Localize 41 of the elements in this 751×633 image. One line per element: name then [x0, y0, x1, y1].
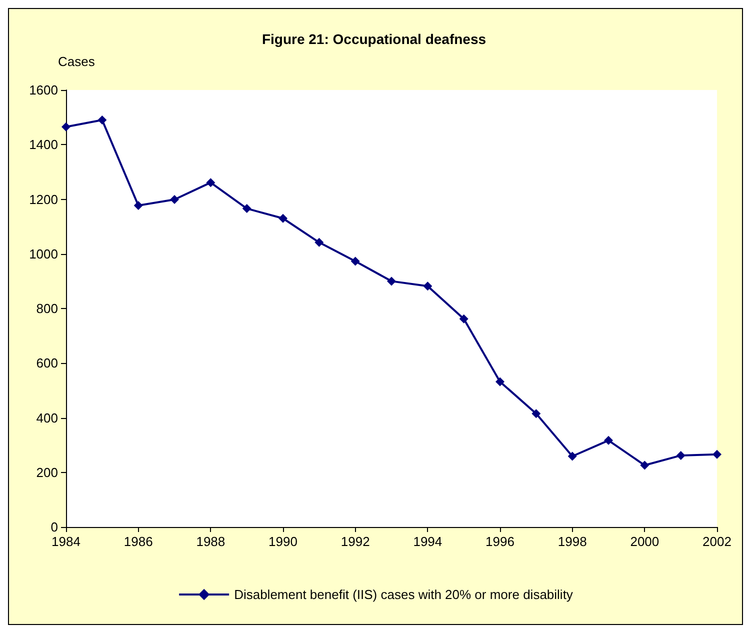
point	[604, 436, 613, 445]
point	[98, 116, 107, 125]
x-tick-label: 1992	[340, 534, 370, 549]
y-tick-label: 200	[36, 464, 58, 480]
point	[712, 450, 722, 459]
point	[532, 409, 541, 418]
point	[314, 238, 324, 247]
point	[459, 314, 468, 324]
y-tick-label: 800	[36, 301, 58, 316]
point	[496, 377, 504, 386]
point	[62, 122, 70, 132]
x-tick-label: 2000	[630, 534, 660, 549]
x-tick-label: 1988	[196, 534, 226, 549]
y-tick-label: 400	[36, 410, 58, 426]
point	[242, 204, 252, 214]
y-tick-label: 1400	[29, 137, 58, 152]
point	[640, 460, 650, 470]
x-tick-label: 1994	[413, 534, 442, 549]
y-tick-label: 1600	[29, 82, 58, 98]
y-tick-label: 1000	[29, 246, 58, 262]
point	[170, 195, 179, 204]
point	[206, 178, 216, 188]
chart-title: Figure 21: Occupational deafness	[262, 31, 486, 47]
y-tick-label: 1200	[29, 192, 58, 207]
point	[278, 214, 288, 223]
y-tick-label: 0	[50, 520, 58, 534]
x-tick-label: 1998	[558, 534, 587, 549]
x-tick-label: 2002	[702, 534, 732, 549]
x-tick-label: 1984	[52, 534, 80, 549]
point	[423, 282, 432, 291]
y-tick-label: 600	[36, 356, 58, 371]
point	[676, 450, 686, 460]
legend-label: Disablement benefit (IIS) cases with 20% or more disability	[234, 587, 574, 602]
point	[387, 276, 396, 286]
y-axis-title: Cases	[58, 54, 96, 69]
point	[134, 201, 143, 210]
point	[568, 452, 577, 461]
x-tick-label: 1986	[124, 534, 153, 549]
x-tick-label: 1990	[268, 534, 298, 549]
x-tick-label: 1996	[486, 534, 514, 549]
point	[350, 256, 360, 266]
